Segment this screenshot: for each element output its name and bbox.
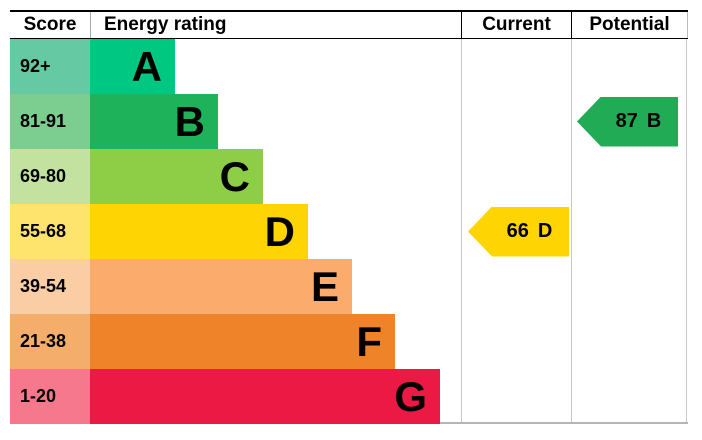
rating-bar: F (90, 314, 395, 369)
potential-rating-value: 87 (615, 110, 638, 132)
score-range-cell: 1-20 (10, 369, 90, 424)
rating-bar: B (90, 94, 218, 149)
score-range-cell: 55-68 (10, 204, 90, 259)
rating-row: 92+ A (10, 39, 688, 94)
rating-bar: A (90, 39, 175, 94)
rating-bar: E (90, 259, 352, 314)
score-range-cell: 21-38 (10, 314, 90, 369)
rating-row: 81-91 B (10, 94, 688, 149)
score-range-cell: 81-91 (10, 94, 90, 149)
rating-bar: G (90, 369, 440, 424)
potential-column-divider (571, 39, 572, 422)
potential-column-header: Potential (571, 12, 688, 38)
rating-bar: D (90, 204, 308, 259)
potential-rating-arrow: 87 B (577, 96, 678, 147)
rating-bar: C (90, 149, 263, 204)
potential-rating-letter: B (646, 110, 662, 132)
energy-rating-column-header: Energy rating (90, 12, 461, 38)
score-range-cell: 69-80 (10, 149, 90, 204)
current-column-divider (461, 39, 462, 422)
current-rating-value: 66 (506, 220, 529, 242)
score-column-header: Score (23, 14, 77, 35)
chart-body: 92+ A 81-91 B 69-80 C 55-68 D 39-54 E 21… (10, 39, 688, 424)
score-range-cell: 39-54 (10, 259, 90, 314)
epc-rating-chart: Score Energy rating Current Potential 92… (10, 10, 688, 424)
rating-row: 1-20 G (10, 369, 688, 424)
score-range-cell: 92+ (10, 39, 90, 94)
chart-header: Score Energy rating Current Potential (10, 12, 688, 39)
rating-row: 55-68 D (10, 204, 688, 259)
rating-row: 69-80 C (10, 149, 688, 204)
rating-row: 21-38 F (10, 314, 688, 369)
rating-row: 39-54 E (10, 259, 688, 314)
current-rating-arrow: 66 D (468, 206, 569, 257)
chart-right-border (686, 39, 687, 422)
current-column-header: Current (461, 12, 571, 38)
current-rating-letter: D (537, 220, 553, 242)
